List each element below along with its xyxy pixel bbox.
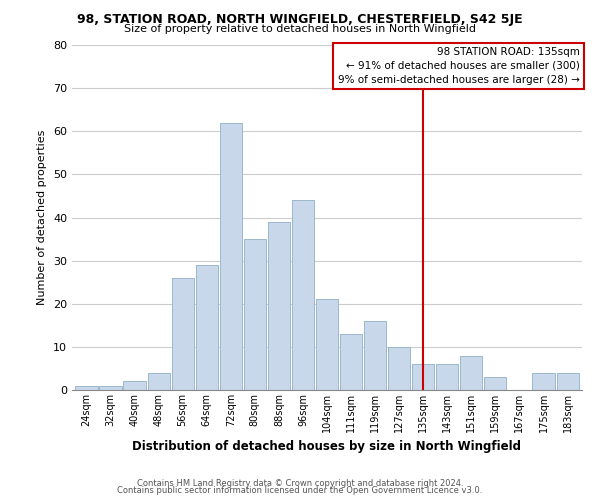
Bar [460,356,482,390]
Text: 98, STATION ROAD, NORTH WINGFIELD, CHESTERFIELD, S42 5JE: 98, STATION ROAD, NORTH WINGFIELD, CHEST… [77,12,523,26]
Bar [484,377,506,390]
Text: Contains public sector information licensed under the Open Government Licence v3: Contains public sector information licen… [118,486,482,495]
Bar [292,200,314,390]
Y-axis label: Number of detached properties: Number of detached properties [37,130,47,305]
Bar [532,373,554,390]
Bar [196,265,218,390]
Bar [316,300,338,390]
X-axis label: Distribution of detached houses by size in North Wingfield: Distribution of detached houses by size … [133,440,521,454]
Bar [100,386,122,390]
Bar [340,334,362,390]
Bar [388,347,410,390]
Text: Size of property relative to detached houses in North Wingfield: Size of property relative to detached ho… [124,24,476,34]
Bar [76,386,98,390]
Bar [364,321,386,390]
Bar [124,382,146,390]
Bar [172,278,194,390]
Bar [412,364,434,390]
Text: 98 STATION ROAD: 135sqm
← 91% of detached houses are smaller (300)
9% of semi-de: 98 STATION ROAD: 135sqm ← 91% of detache… [338,46,580,84]
Bar [436,364,458,390]
Text: Contains HM Land Registry data © Crown copyright and database right 2024.: Contains HM Land Registry data © Crown c… [137,478,463,488]
Bar [268,222,290,390]
Bar [244,239,266,390]
Bar [557,373,578,390]
Bar [148,373,170,390]
Bar [220,122,242,390]
